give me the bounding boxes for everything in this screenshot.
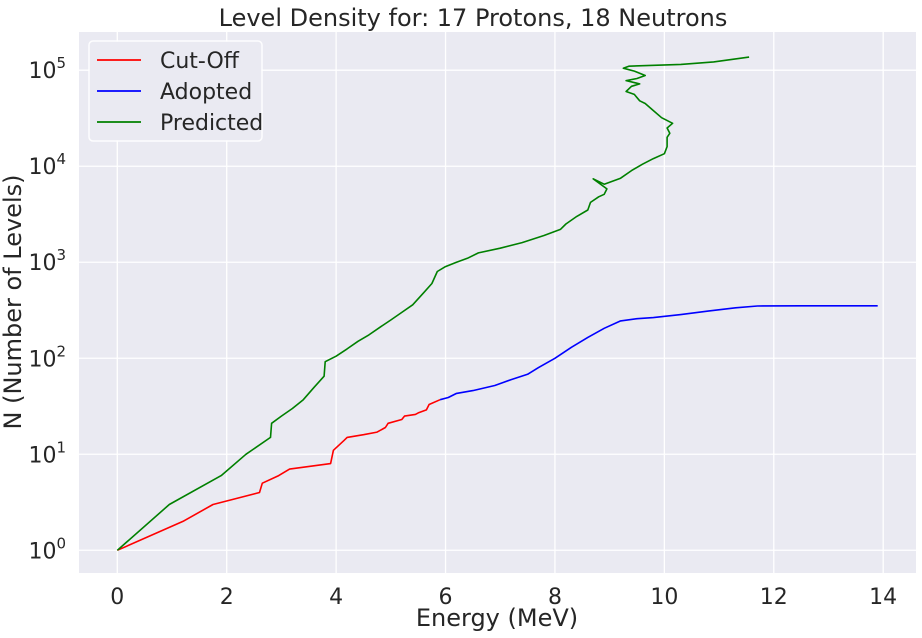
x-tick-label: 4 xyxy=(329,585,343,610)
y-tick-labels: 100 101 102 103 104 105 xyxy=(28,54,66,564)
y-tick-label: 102 xyxy=(28,342,66,372)
x-tick-label: 6 xyxy=(439,585,453,610)
x-tick-label: 12 xyxy=(760,585,788,610)
series-adopted-line xyxy=(439,305,878,401)
x-axis-label: Energy (MeV) xyxy=(416,604,578,632)
y-tick-label: 101 xyxy=(28,438,66,468)
legend-label: Cut-Off xyxy=(160,49,240,74)
y-axis-label: N (Number of Levels) xyxy=(0,175,27,430)
grid-lines xyxy=(79,32,916,573)
y-tick-label: 104 xyxy=(28,150,66,180)
x-tick-label: 8 xyxy=(548,585,562,610)
legend-label: Predicted xyxy=(160,111,263,136)
x-tick-label: 0 xyxy=(110,585,124,610)
x-tick-labels: 0 2 4 6 8 10 12 14 xyxy=(110,585,897,610)
series-cut-off-line xyxy=(116,398,441,552)
legend: Cut-Off Adopted Predicted xyxy=(88,40,263,142)
series-predicted-line xyxy=(116,56,750,551)
legend-box xyxy=(88,40,263,142)
x-tick-label: 10 xyxy=(650,585,678,610)
y-tick-label: 105 xyxy=(28,54,66,84)
series-lines xyxy=(116,56,878,552)
x-tick-label: 2 xyxy=(220,585,234,610)
chart-title: Level Density for: 17 Protons, 18 Neutro… xyxy=(219,4,728,32)
y-tick-label: 100 xyxy=(28,534,66,564)
y-tick-label: 103 xyxy=(28,246,66,276)
legend-label: Adopted xyxy=(160,80,252,105)
x-tick-label: 14 xyxy=(869,585,897,610)
